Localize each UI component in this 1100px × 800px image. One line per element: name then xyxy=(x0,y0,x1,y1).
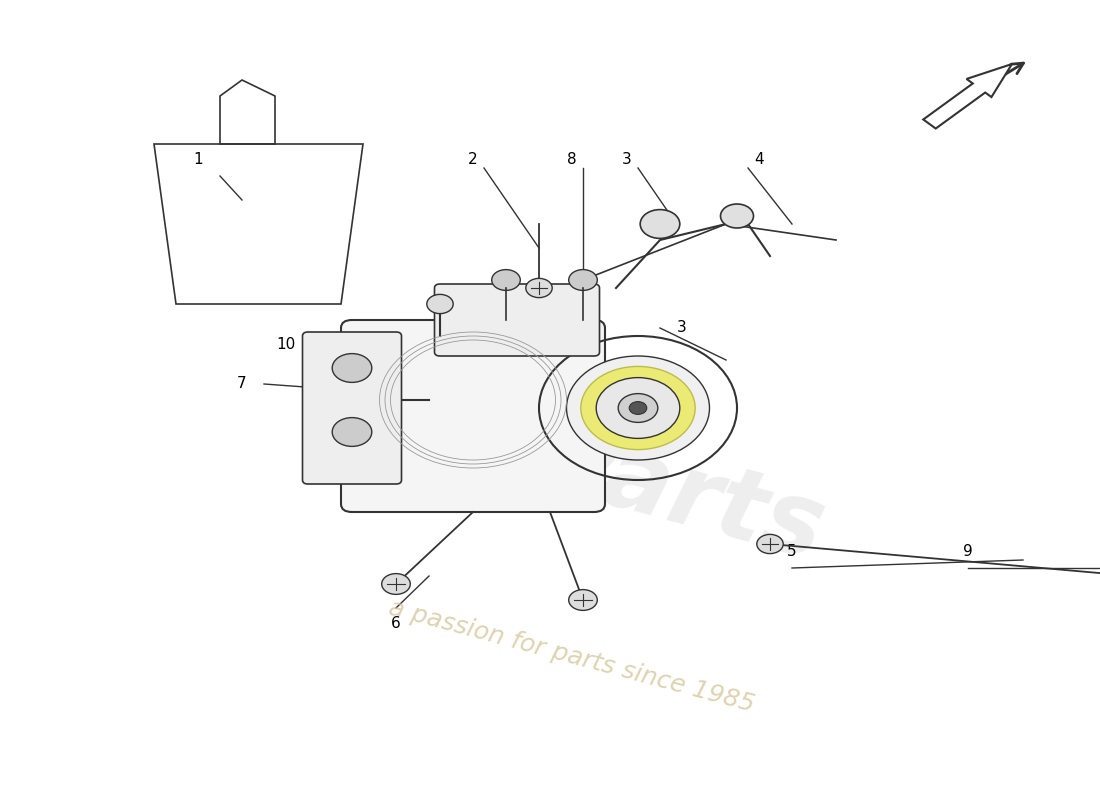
Circle shape xyxy=(526,278,552,298)
Text: 6: 6 xyxy=(392,617,400,631)
Text: Parts: Parts xyxy=(529,411,835,581)
Text: a passion for parts since 1985: a passion for parts since 1985 xyxy=(386,595,758,717)
Text: 9: 9 xyxy=(964,545,972,559)
Circle shape xyxy=(618,394,658,422)
Circle shape xyxy=(581,366,695,450)
Text: euro: euro xyxy=(326,336,598,496)
Circle shape xyxy=(492,270,520,290)
Circle shape xyxy=(332,354,372,382)
Circle shape xyxy=(757,534,783,554)
Text: 4: 4 xyxy=(755,153,763,167)
Circle shape xyxy=(566,356,710,460)
Circle shape xyxy=(569,590,597,610)
Text: 3: 3 xyxy=(623,153,631,167)
FancyBboxPatch shape xyxy=(341,320,605,512)
Text: 3: 3 xyxy=(678,321,686,335)
Circle shape xyxy=(382,574,410,594)
Text: 5: 5 xyxy=(788,545,796,559)
Circle shape xyxy=(629,402,647,414)
Circle shape xyxy=(596,378,680,438)
Text: 2: 2 xyxy=(469,153,477,167)
Circle shape xyxy=(640,210,680,238)
Circle shape xyxy=(427,294,453,314)
Circle shape xyxy=(720,204,754,228)
FancyBboxPatch shape xyxy=(302,332,402,484)
Text: 1: 1 xyxy=(194,153,202,167)
Text: 10: 10 xyxy=(276,337,296,351)
Polygon shape xyxy=(923,64,1012,129)
Text: 7: 7 xyxy=(238,377,246,391)
Circle shape xyxy=(332,418,372,446)
FancyBboxPatch shape xyxy=(434,284,600,356)
Text: 8: 8 xyxy=(568,153,576,167)
Circle shape xyxy=(569,270,597,290)
